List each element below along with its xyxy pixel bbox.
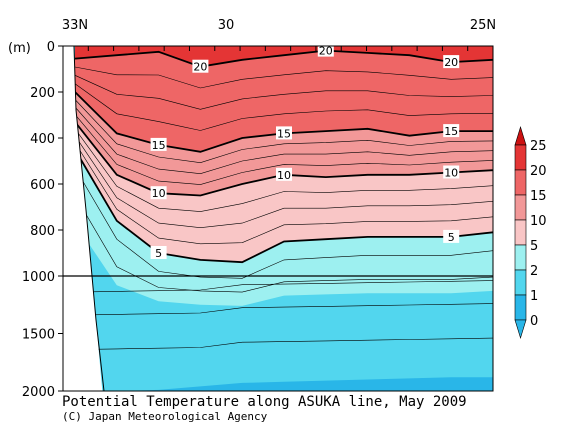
contour-label-bg-5: [443, 124, 460, 138]
colorbar-bottom-arrow: [514, 319, 527, 340]
contour-label-5: 15: [444, 125, 458, 138]
isotherm-line-13: [74, 337, 493, 350]
x-tick-label-1: 30: [218, 18, 235, 33]
contour-label-bg-6: [150, 186, 167, 200]
isotherm-line-4: [74, 106, 493, 175]
colorbar-label-4: 5: [530, 239, 538, 254]
x-tick-label-2: 25N: [470, 18, 496, 33]
contour-label-bg-1: [317, 43, 334, 57]
isotherm-line-7: [74, 135, 493, 229]
axis-tick-labels: 33N 30 25N 0 200 400 600 800 1000 1500 2000: [22, 18, 496, 400]
y-tick-label-1: 200: [30, 86, 55, 101]
axes: [62, 45, 494, 392]
contour-label-bg-7: [276, 167, 292, 181]
contour-label-6: 10: [152, 187, 166, 200]
colorbar-label-5: 2: [530, 264, 538, 279]
band-5-10: [75, 121, 493, 263]
isotherm-line-8: [74, 142, 493, 245]
colorbar-top-arrow: [514, 125, 527, 146]
y-tick-label-0: 0: [47, 40, 55, 55]
y-tick-label-6: 1500: [22, 328, 55, 343]
colorbar-label-7: 0: [530, 314, 538, 329]
isotherm-line-1: [74, 75, 493, 110]
contour-label-2: 20: [444, 56, 458, 69]
plot-frame: [62, 45, 494, 392]
contour-label-1: 20: [319, 45, 333, 58]
land-mask: [63, 46, 104, 410]
y-tick-label-2: 400: [30, 132, 55, 147]
seafloor-line: [73, 45, 105, 392]
isotherm-5: [74, 149, 493, 264]
contour-label-bg-8: [443, 165, 460, 179]
y-tick-label-5: 1000: [22, 270, 55, 285]
isotherm-lines: [74, 66, 493, 350]
band-15-20: [75, 50, 493, 152]
contour-label-bg-4: [276, 126, 292, 140]
x-tick-label-0: 33N: [62, 18, 88, 33]
contour-label-bg-9: [150, 246, 167, 259]
contour-label-10: 5: [448, 231, 455, 244]
chart-credit: (C) Japan Meteorological Agency: [62, 410, 268, 423]
colorbar-label-6: 1: [530, 289, 538, 304]
isotherm-20: [74, 49, 493, 68]
chart-title: Potential Temperature along ASUKA line, …: [62, 394, 467, 410]
isotherm-line-5: [74, 114, 493, 185]
contour-label-7: 10: [277, 169, 291, 182]
contour-label-0: 20: [193, 61, 207, 74]
colorbar-seg-6: [514, 294, 527, 321]
band-20-25: [75, 46, 493, 67]
colorbar-seg-2: [514, 194, 527, 221]
axis-ticks: [58, 45, 494, 392]
isotherm-line-11: [74, 280, 493, 293]
colorbar-seg-5: [514, 269, 527, 296]
contour-label-bg-3: [150, 137, 167, 151]
colorbar-seg-4: [514, 244, 527, 271]
colorbar-label-2: 15: [530, 189, 547, 204]
colorbar-seg-0: [514, 144, 527, 171]
isotherm-line-0: [74, 66, 493, 89]
isotherm-line-3: [74, 99, 493, 164]
colorbar-label-1: 20: [530, 164, 547, 179]
colorbar-seg-3: [514, 219, 527, 246]
y-axis-unit: (m): [8, 41, 31, 56]
contour-label-4: 15: [277, 127, 291, 140]
isotherm-line-6: [74, 128, 493, 212]
isotherm-line-9: [74, 167, 493, 279]
y-tick-label-7: 2000: [22, 385, 55, 400]
contour-labels: 20 20 20 15 15 15 10 10 10 5 5: [150, 43, 460, 260]
seafloor-mask: [63, 45, 105, 410]
y-tick-label-4: 800: [30, 224, 55, 239]
isotherm-line-12: [74, 303, 493, 316]
contour-label-3: 15: [152, 139, 166, 152]
isotherm-line-10: [74, 195, 493, 293]
contour-label-bg-10: [443, 229, 460, 243]
band-2-5: [75, 149, 493, 306]
contour-label-8: 10: [444, 167, 458, 180]
contour-label-bg-0: [192, 59, 209, 73]
y-tick-label-3: 600: [30, 178, 55, 193]
temperature-fill-layer: [63, 46, 493, 391]
colorbar-seg-1: [514, 169, 527, 196]
isotherm-line-2: [74, 83, 493, 131]
contour-label-9: 5: [155, 247, 162, 260]
colorbar-label-0: 25: [530, 139, 547, 154]
colorbar-label-3: 10: [530, 214, 547, 229]
band-0-1: [75, 377, 493, 391]
contour-label-bg-2: [443, 55, 460, 69]
